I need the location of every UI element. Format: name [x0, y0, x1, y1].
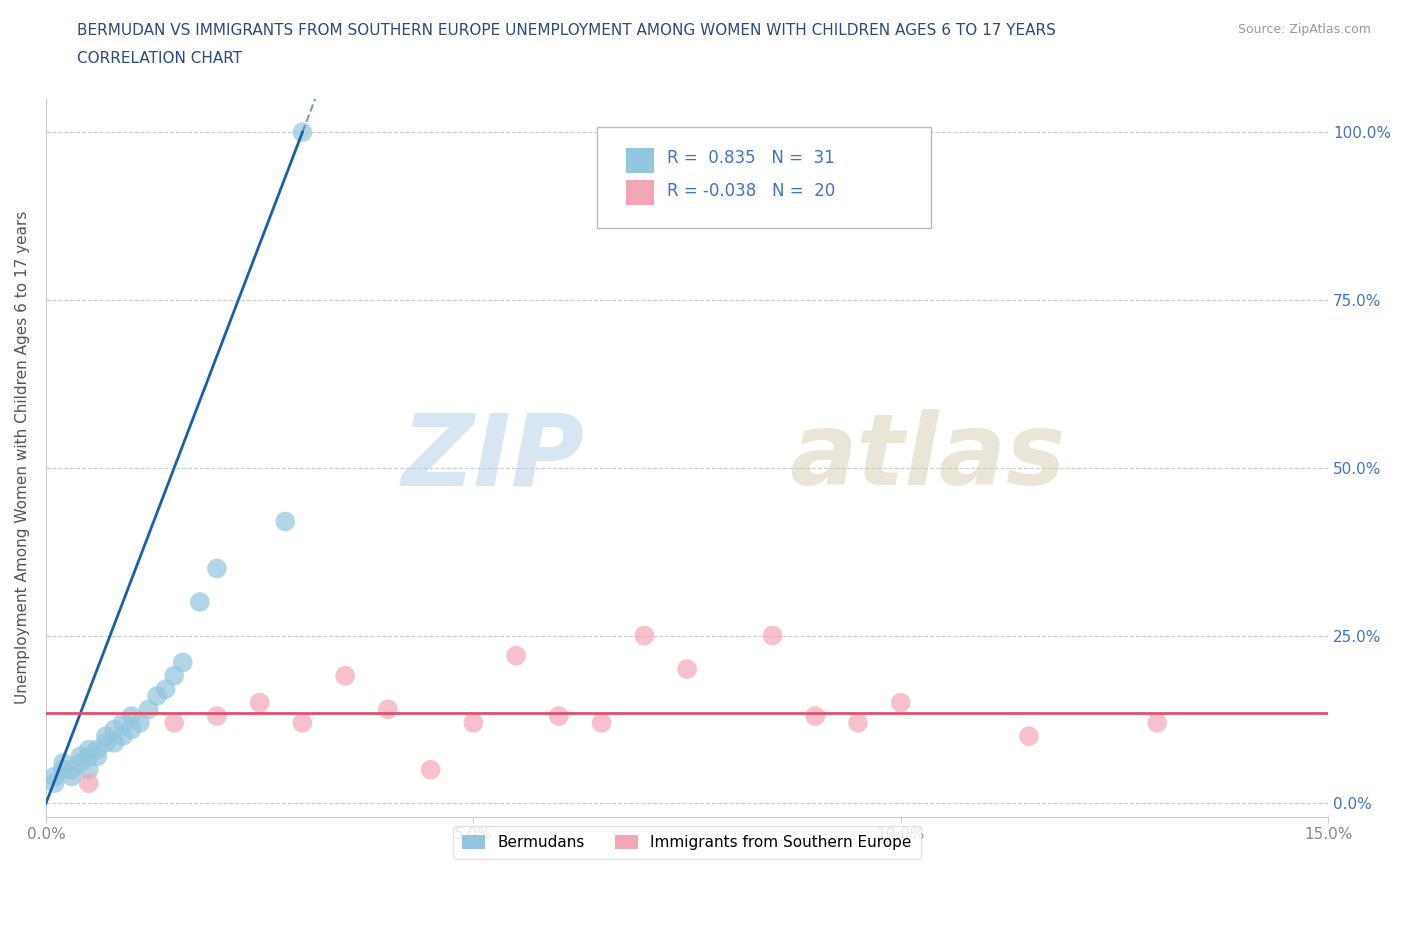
FancyBboxPatch shape [598, 127, 931, 228]
Point [163, 669, 186, 684]
Text: CORRELATION CHART: CORRELATION CHART [77, 51, 242, 66]
Point [377, 702, 399, 717]
Point [547, 709, 569, 724]
Point [274, 514, 297, 529]
Point [890, 696, 912, 711]
Point [69, 749, 91, 764]
Legend: Bermudans, Immigrants from Southern Europe: Bermudans, Immigrants from Southern Euro… [453, 826, 921, 859]
Point [804, 709, 827, 724]
Point [52, 763, 75, 777]
Text: R = -0.038   N =  20: R = -0.038 N = 20 [666, 181, 835, 200]
Point [333, 669, 356, 684]
Point [463, 715, 485, 730]
Point [103, 736, 125, 751]
Point [249, 696, 271, 711]
Point [111, 715, 134, 730]
Point [52, 755, 75, 770]
Point [94, 736, 117, 751]
Point [69, 755, 91, 770]
Text: Source: ZipAtlas.com: Source: ZipAtlas.com [1237, 23, 1371, 36]
Point [205, 561, 228, 576]
Point [103, 722, 125, 737]
Point [155, 682, 177, 697]
Point [77, 776, 100, 790]
Point [44, 776, 66, 790]
Point [846, 715, 869, 730]
Point [205, 709, 228, 724]
Point [129, 715, 152, 730]
Point [44, 769, 66, 784]
Point [77, 749, 100, 764]
Point [163, 715, 186, 730]
Bar [626, 179, 654, 205]
Y-axis label: Unemployment Among Women with Children Ages 6 to 17 years: Unemployment Among Women with Children A… [15, 211, 30, 704]
Point [676, 661, 699, 676]
Point [419, 763, 441, 777]
Point [77, 763, 100, 777]
Text: BERMUDAN VS IMMIGRANTS FROM SOUTHERN EUROPE UNEMPLOYMENT AMONG WOMEN WITH CHILDR: BERMUDAN VS IMMIGRANTS FROM SOUTHERN EUR… [77, 23, 1056, 38]
Point [172, 655, 194, 670]
Point [120, 709, 142, 724]
Point [94, 729, 117, 744]
Text: R =  0.835   N =  31: R = 0.835 N = 31 [666, 150, 834, 167]
Point [505, 648, 527, 663]
Point [60, 769, 83, 784]
Point [77, 742, 100, 757]
Bar [626, 148, 654, 173]
Point [1146, 715, 1168, 730]
Point [291, 125, 314, 140]
Point [120, 722, 142, 737]
Point [633, 628, 655, 643]
Point [60, 763, 83, 777]
Point [111, 729, 134, 744]
Point [86, 749, 108, 764]
Point [591, 715, 613, 730]
Point [761, 628, 783, 643]
Point [291, 715, 314, 730]
Point [1018, 729, 1040, 744]
Point [146, 688, 169, 703]
Text: atlas: atlas [790, 409, 1066, 506]
Text: ZIP: ZIP [402, 409, 585, 506]
Point [138, 702, 160, 717]
Point [188, 594, 211, 609]
Point [86, 742, 108, 757]
